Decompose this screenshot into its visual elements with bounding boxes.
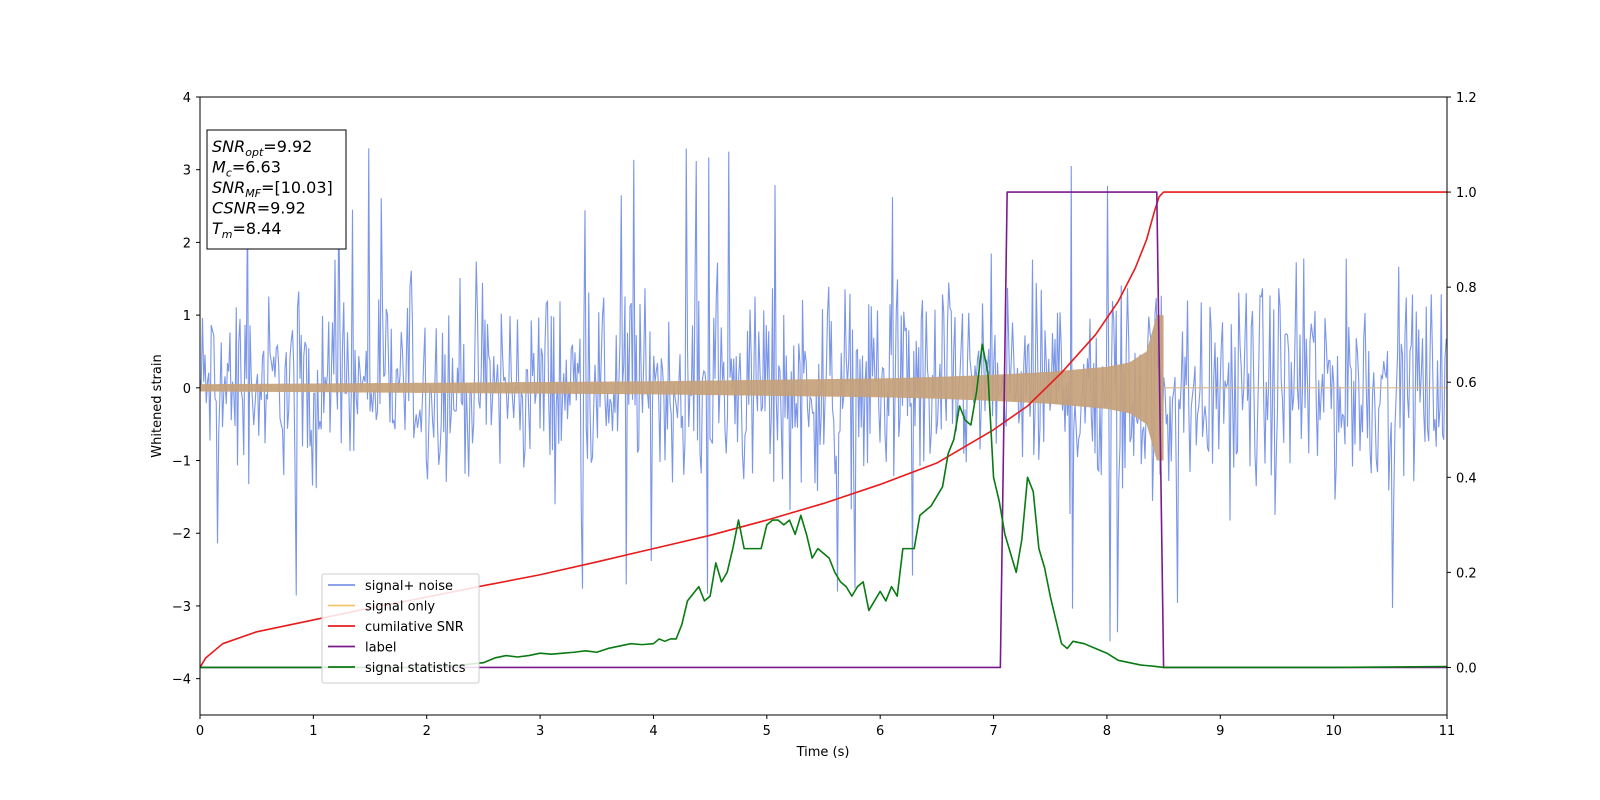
x-tick-label: 1 xyxy=(309,724,317,739)
legend: signal+ noise signal only cumilative SNR la… xyxy=(321,573,480,684)
y-tick-label: −4 xyxy=(172,673,191,688)
legend-label: signal+ noise xyxy=(365,579,453,594)
x-tick-label: 6 xyxy=(876,724,884,739)
legend-label: label xyxy=(365,641,396,656)
x-axis-label: Time (s) xyxy=(796,745,850,760)
plot-frame xyxy=(199,96,1448,716)
y2-tick-label: 0.4 xyxy=(1456,471,1477,486)
y-tick-label: −3 xyxy=(172,600,191,615)
legend-item: signal only xyxy=(328,600,435,615)
x-tick-label: 4 xyxy=(649,724,657,739)
x-axis: 0 1 2 3 4 5 6 7 8 9 10 11 xyxy=(196,715,1455,739)
y2-tick-label: 0.0 xyxy=(1456,661,1477,676)
legend-item: signal statistics xyxy=(328,661,466,676)
legend-label: signal statistics xyxy=(365,661,466,676)
y-tick-label: 1 xyxy=(183,309,191,324)
y-axis-right: 0.0 0.2 0.4 0.6 0.8 1.0 1.2 xyxy=(1447,91,1477,676)
y-tick-label: 2 xyxy=(183,236,191,251)
annotation-line: Mc=6.63 xyxy=(212,158,281,180)
y-tick-label: 4 xyxy=(183,91,191,106)
y-tick-label: −2 xyxy=(172,527,191,542)
annotation-line: Tm=8.44 xyxy=(212,219,282,241)
y-tick-label: 0 xyxy=(183,382,191,397)
y2-tick-label: 0.2 xyxy=(1456,566,1477,581)
annotation-line: CSNR=9.92 xyxy=(212,199,306,218)
series-signal-statistics xyxy=(200,343,1447,669)
legend-label: signal only xyxy=(365,600,435,615)
x-tick-label: 2 xyxy=(423,724,431,739)
x-tick-label: 10 xyxy=(1325,724,1342,739)
x-tick-label: 0 xyxy=(196,724,204,739)
y2-tick-label: 1.0 xyxy=(1456,186,1477,201)
annotation-line: SNRMF=[10.03] xyxy=(212,178,333,200)
legend-item: signal+ noise xyxy=(328,579,453,594)
y2-tick-label: 0.8 xyxy=(1456,281,1477,296)
x-tick-label: 9 xyxy=(1216,724,1224,739)
x-tick-label: 3 xyxy=(536,724,544,739)
x-tick-label: 11 xyxy=(1439,724,1456,739)
y-axis-label: Whitened strain xyxy=(150,354,165,457)
legend-item: label xyxy=(328,641,396,656)
series-signal-noise xyxy=(200,148,1447,642)
y2-tick-label: 0.6 xyxy=(1456,376,1477,391)
x-tick-label: 8 xyxy=(1103,724,1111,739)
y-tick-label: −1 xyxy=(172,455,191,470)
y-axis-left: −4 −3 −2 −1 0 1 2 3 4 xyxy=(172,91,200,688)
annotation-box: SNRopt=9.92Mc=6.63SNRMF=[10.03]CSNR=9.92… xyxy=(206,129,347,250)
x-tick-label: 5 xyxy=(763,724,771,739)
y-tick-label: 3 xyxy=(183,164,191,179)
series-signal-only xyxy=(200,315,1447,461)
annotation-line: SNRopt=9.92 xyxy=(212,137,312,159)
legend-item: cumilative SNR xyxy=(328,620,464,635)
x-tick-label: 7 xyxy=(989,724,997,739)
legend-label: cumilative SNR xyxy=(365,620,464,635)
y2-tick-label: 1.2 xyxy=(1456,91,1477,106)
